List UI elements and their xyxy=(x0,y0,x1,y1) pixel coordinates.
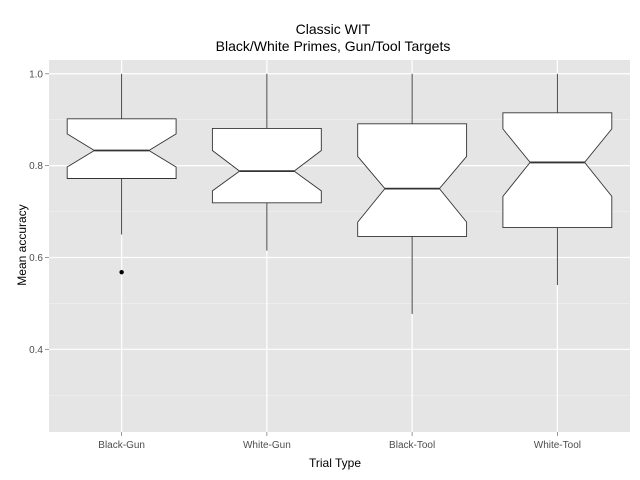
x-tick-label: Black-Gun xyxy=(98,440,145,451)
x-axis: Black-Gun White-Gun Black-Tool White-Tool xyxy=(98,432,581,451)
y-tick-label: 0.4 xyxy=(29,345,43,356)
box-body xyxy=(66,118,177,179)
box-body xyxy=(211,127,322,204)
box-body xyxy=(357,123,468,237)
chart-title: Classic WIT xyxy=(296,21,371,37)
chart-subtitle: Black/White Primes, Gun/Tool Targets xyxy=(216,38,451,54)
box-white-gun xyxy=(211,73,322,251)
x-tick-label: White-Gun xyxy=(243,440,291,451)
box-white-tool xyxy=(502,73,613,286)
outlier-point xyxy=(119,269,124,275)
y-tick-label: 0.6 xyxy=(29,253,43,264)
box-black-gun xyxy=(66,73,177,275)
x-axis-title: Trial Type xyxy=(309,456,361,470)
box-body xyxy=(502,112,613,229)
y-tick-label: 1.0 xyxy=(29,69,43,80)
y-axis-title: Mean accuracy xyxy=(15,204,29,285)
y-axis: 0.4 0.6 0.8 1.0 xyxy=(29,69,49,356)
boxes xyxy=(66,73,613,314)
x-tick-label: Black-Tool xyxy=(389,440,435,451)
y-tick-label: 0.8 xyxy=(29,161,43,172)
x-tick-label: White-Tool xyxy=(534,440,581,451)
box-black-tool xyxy=(357,73,468,314)
